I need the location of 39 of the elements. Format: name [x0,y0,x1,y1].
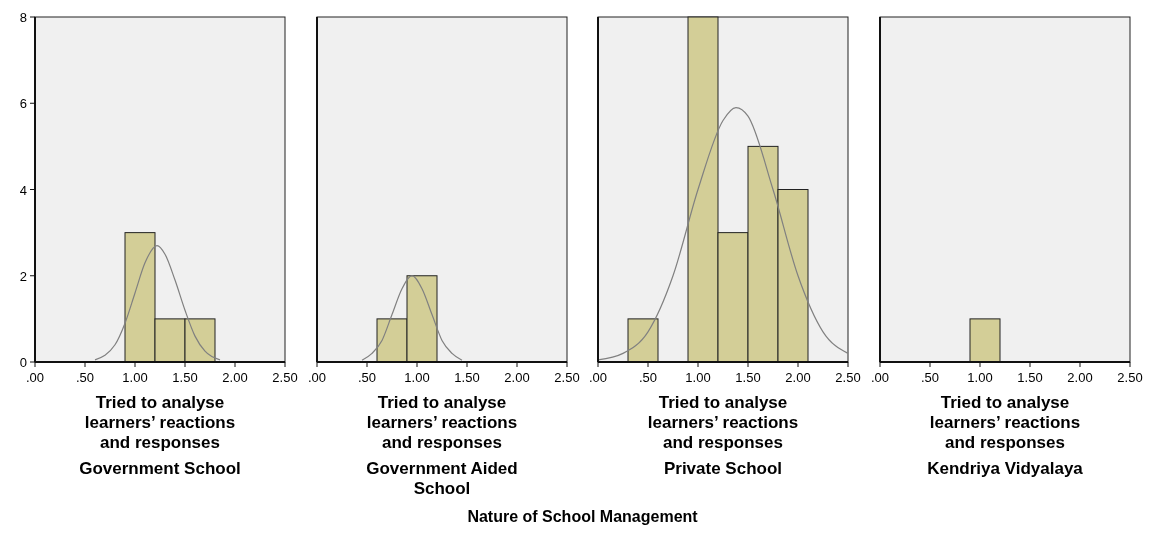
x-tick-label: 1.00 [967,370,993,385]
x-tick-label: .00 [588,370,608,385]
x-axis-title: Tried to analyse learners’ reactions and responses [647,393,799,452]
x-tick-label: 2.50 [1117,370,1143,385]
x-tick-label: 1.00 [122,370,148,385]
x-tick-label: .00 [307,370,327,385]
y-tick-label: 8 [19,10,27,25]
x-tick-label: .50 [75,370,95,385]
text: Nature of School Management [467,508,699,525]
y-tick-label: 2 [19,268,27,284]
y-tick-label: 6 [19,96,27,112]
x-tick-label: .00 [25,370,45,385]
x-tick-label: 2.00 [504,370,530,385]
x-tick-label: 2.50 [835,370,861,385]
x-tick-label: 1.50 [1017,370,1043,385]
x-tick-label: 2.00 [1067,370,1093,385]
text: Government Aided School [366,459,518,498]
y-tick-label: 0 [19,355,27,370]
x-tick-label: 1.00 [404,370,430,385]
text: Kendriya Vidyalaya [927,459,1084,478]
x-tick-label: 2.00 [785,370,811,385]
x-axis-title: Tried to analyse learners’ reactions and responses [929,393,1081,452]
x-tick-label: .00 [870,370,890,385]
line-series [94,244,221,361]
y-tick-label: 4 [19,182,27,198]
x-tick-label: 1.00 [685,370,711,385]
x-tick-label: 1.50 [454,370,480,385]
x-tick-label: .50 [920,370,940,385]
text: Private School [663,459,783,478]
x-tick-label: .50 [357,370,377,385]
x-axis-title: Tried to analyse learners’ reactions and responses [366,393,518,452]
text: Government School [79,459,241,478]
x-tick-label: 1.50 [735,370,761,385]
x-tick-label: 2.00 [222,370,248,385]
x-axis-title: Tried to analyse learners’ reactions and responses [84,393,236,452]
x-tick-label: 1.50 [172,370,198,385]
x-tick-label: 2.50 [272,370,298,385]
x-tick-label: .50 [638,370,658,385]
x-tick-label: 2.50 [554,370,580,385]
